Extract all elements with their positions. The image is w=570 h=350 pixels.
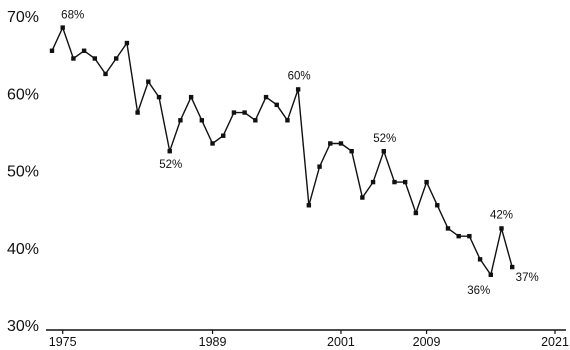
x-tick-label: 1989	[199, 335, 227, 349]
data-point	[167, 148, 172, 154]
y-tick-label: 60%	[7, 86, 39, 103]
data-point	[370, 179, 376, 185]
data-point	[81, 48, 87, 53]
data-points	[49, 25, 515, 277]
data-label: 52%	[373, 133, 396, 145]
y-tick-label: 40%	[7, 241, 39, 258]
data-point	[146, 79, 151, 84]
data-point	[424, 179, 429, 185]
data-point	[124, 40, 130, 46]
data-point	[92, 56, 98, 61]
data-point	[488, 272, 493, 277]
data-point	[477, 257, 483, 262]
data-label: 68%	[61, 10, 84, 22]
series-line	[51, 25, 513, 277]
y-tick-label: 30%	[7, 318, 39, 335]
data-point	[317, 164, 322, 169]
data-point	[231, 110, 237, 115]
x-tick-label: 1975	[49, 335, 77, 349]
data-point	[328, 141, 333, 146]
data-point	[456, 233, 461, 239]
data-point	[114, 56, 119, 61]
data-label: 36%	[467, 285, 490, 297]
data-point	[71, 56, 76, 61]
data-point	[242, 110, 247, 115]
data-point	[467, 233, 472, 239]
data-point	[199, 118, 205, 123]
y-tick-label: 50%	[7, 164, 39, 181]
data-point	[509, 264, 515, 270]
data-point	[402, 179, 408, 185]
x-tick-label: 2009	[413, 335, 441, 349]
data-point	[274, 102, 279, 108]
data-label: 60%	[288, 70, 311, 82]
x-tick-label: 2021	[541, 335, 569, 349]
data-label: 37%	[516, 272, 539, 284]
data-point	[263, 94, 269, 100]
series-line-group	[51, 25, 513, 277]
data-point	[210, 141, 215, 146]
data-point	[60, 25, 65, 30]
data-point	[435, 203, 440, 208]
data-point	[295, 87, 301, 92]
x-tick-label: 2001	[327, 335, 355, 349]
y-tick-labels: 30% 40% 50% 60% 70%	[7, 9, 39, 335]
data-label: 52%	[159, 159, 182, 171]
data-point	[360, 195, 365, 200]
data-point	[338, 141, 344, 146]
data-point	[413, 210, 419, 216]
data-point	[306, 203, 312, 208]
data-point	[392, 179, 397, 185]
data-point	[103, 71, 108, 77]
data-point	[135, 110, 140, 115]
data-point	[253, 118, 258, 123]
data-point	[381, 148, 386, 154]
data-point	[221, 133, 226, 138]
data-point	[156, 94, 162, 100]
data-point	[499, 226, 504, 231]
data-point	[349, 148, 354, 154]
data-point	[178, 118, 183, 123]
data-label: 42%	[490, 209, 513, 221]
x-tick-labels: 1975 1989 2001 2009 2021	[49, 330, 569, 349]
data-point	[188, 94, 194, 100]
data-point	[445, 226, 451, 231]
data-labels: 68% 52% 60% 52% 36% 42% 37%	[61, 10, 539, 297]
y-tick-label: 70%	[7, 9, 39, 26]
data-point	[285, 118, 290, 123]
data-point	[49, 48, 55, 53]
